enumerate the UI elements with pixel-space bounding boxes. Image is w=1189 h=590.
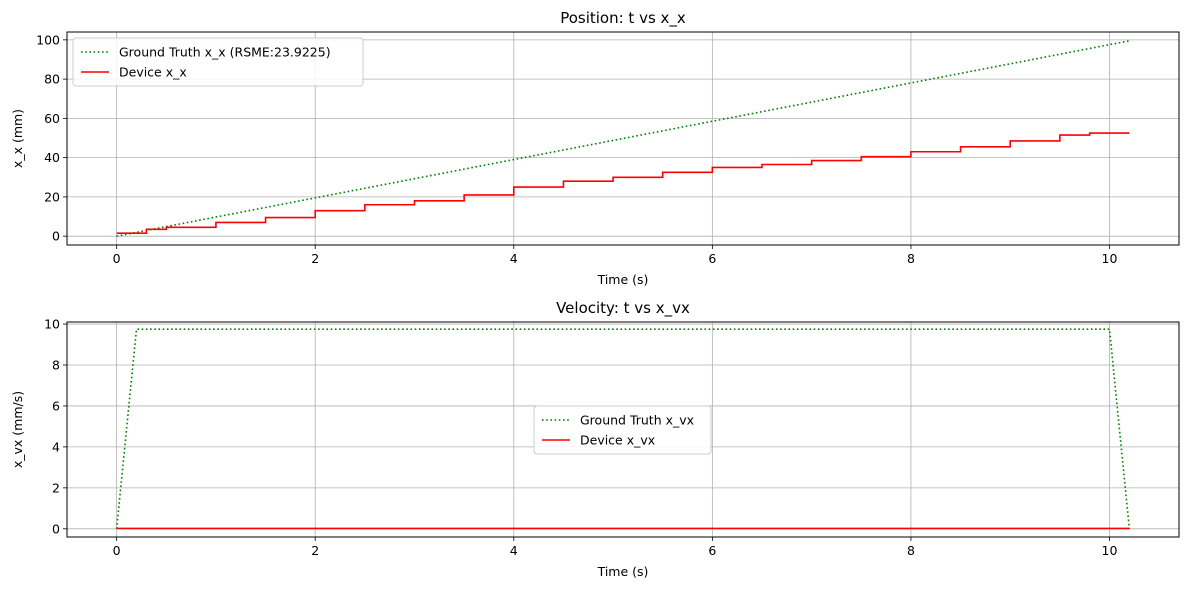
- velocity-ticks: 0 2 4 6 8 10 0 2 4 6 8 10: [44, 317, 1117, 558]
- position-x-tick-label: 8: [907, 251, 915, 266]
- velocity-x-tick-label: 6: [708, 543, 716, 558]
- velocity-x-tick-label: 2: [311, 543, 319, 558]
- velocity-axes-frame: [66, 321, 1180, 538]
- position-legend-label: Device x_x: [119, 65, 187, 80]
- velocity-series: [115, 328, 1131, 530]
- velocity-legend-box: [533, 405, 712, 455]
- velocity-ylabel: x_vx (mm/s): [10, 391, 25, 468]
- velocity-plot: Velocity: t vs x_vx 0 2 4 6 8 10 0 2 4 6 8 10 Time …: [10, 299, 1180, 579]
- velocity-y-tick-label: 8: [52, 358, 60, 373]
- velocity-y-tick-label: 6: [52, 398, 60, 413]
- position-y-tick-label: 60: [44, 111, 60, 126]
- position-axes-frame: [66, 31, 1180, 246]
- position-y-tick-label: 20: [44, 189, 60, 204]
- velocity-x-tick-label: 4: [510, 543, 518, 558]
- position-xlabel: Time (s): [597, 272, 649, 287]
- velocity-y-tick-label: 0: [52, 521, 60, 536]
- position-y-tick-label: 40: [44, 150, 60, 165]
- position-x-tick-label: 10: [1102, 251, 1118, 266]
- velocity-legend-label: Ground Truth x_vx: [580, 413, 694, 428]
- position-x-tick-label: 4: [510, 251, 518, 266]
- position-legend-box: [72, 37, 364, 87]
- position-plot-title: Position: t vs x_x: [560, 9, 686, 28]
- velocity-xlabel: Time (s): [597, 564, 649, 579]
- position-series: [116, 40, 1130, 237]
- position-legend-label: Ground Truth x_x (RSME:23.9225): [119, 45, 331, 60]
- velocity-plot-title: Velocity: t vs x_vx: [556, 299, 690, 318]
- position-series-line-device: [116, 132, 1130, 235]
- position-x-tick-label: 6: [708, 251, 716, 266]
- velocity-x-tick-label: 10: [1102, 543, 1118, 558]
- position-y-tick-label: 80: [44, 72, 60, 87]
- position-y-tick-label: 0: [52, 229, 60, 244]
- velocity-series-line-ground-truth: [115, 328, 1131, 529]
- position-x-tick-label: 0: [113, 251, 121, 266]
- velocity-y-tick-label: 10: [44, 317, 60, 332]
- position-ylabel: x_x (mm): [10, 109, 25, 168]
- velocity-x-tick-label: 8: [907, 543, 915, 558]
- velocity-y-tick-label: 2: [52, 480, 60, 495]
- position-y-tick-label: 100: [36, 32, 60, 47]
- velocity-y-tick-label: 4: [52, 439, 60, 454]
- position-legend: Ground Truth x_x (RSME:23.9225) Device x_…: [72, 37, 364, 87]
- velocity-legend: Ground Truth x_vx Device x_vx: [533, 405, 712, 455]
- velocity-x-tick-label: 0: [113, 543, 121, 558]
- position-x-tick-label: 2: [311, 251, 319, 266]
- velocity-legend-label: Device x_vx: [580, 433, 655, 448]
